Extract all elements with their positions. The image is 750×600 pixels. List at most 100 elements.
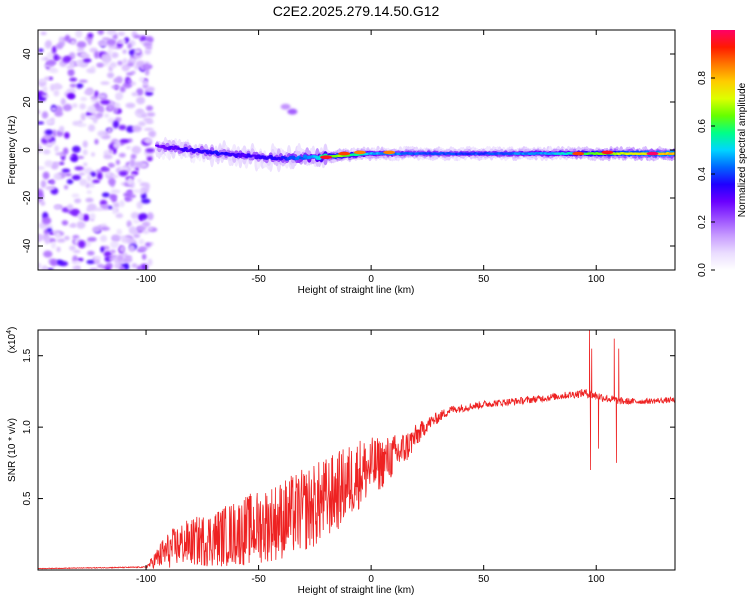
noise-speckle: [143, 127, 154, 131]
noise-speckle: [127, 42, 132, 50]
noise-speckle: [88, 182, 95, 188]
ridge-hotspot: [572, 151, 585, 156]
colorbar-label: Normalized spectral amplitude: [737, 82, 748, 217]
noise-speckle: [72, 145, 81, 153]
noise-speckle: [46, 60, 57, 65]
noise-speckle: [111, 52, 119, 59]
noise-speckle: [111, 174, 119, 178]
noise-speckle: [127, 177, 134, 186]
noise-speckle: [115, 159, 120, 165]
noise-speckle: [53, 89, 60, 97]
ridge-hotspot: [320, 155, 333, 159]
noise-speckle: [53, 204, 62, 210]
ridge-hotspot: [338, 151, 351, 156]
noise-speckle: [122, 257, 133, 263]
y-tick-label: 1.5: [22, 348, 33, 362]
snr-x-ticks: -100 -50 0 50 100: [136, 330, 605, 585]
noise-speckle: [50, 179, 56, 185]
y-tick-label: 0: [22, 147, 33, 153]
noise-speckle: [108, 257, 116, 261]
ridge-segment: [671, 152, 675, 155]
snr-background: [38, 330, 675, 570]
noise-speckle: [94, 138, 99, 145]
noise-speckle: [136, 108, 144, 114]
noise-speckle: [147, 227, 154, 231]
snr-multiplier-close: ): [7, 327, 18, 330]
noise-speckle: [145, 91, 154, 96]
noise-speckle: [112, 106, 119, 114]
noise-speckle: [119, 138, 130, 144]
ridge-segment: [183, 146, 188, 151]
noise-speckle: [80, 112, 86, 121]
noise-speckle: [131, 263, 138, 268]
noise-speckle: [68, 210, 78, 215]
x-tick-label: 100: [588, 274, 605, 285]
isolated-blob: [280, 103, 291, 110]
noise-speckle: [145, 119, 154, 125]
noise-speckle: [77, 240, 86, 249]
noise-speckle: [45, 129, 53, 135]
noise-speckle: [118, 245, 126, 253]
noise-speckle: [97, 40, 105, 46]
noise-speckle: [87, 236, 97, 242]
snr-y-label: SNR (10 * v/v): [7, 418, 18, 482]
noise-speckle: [119, 266, 126, 270]
noise-speckle: [73, 249, 81, 254]
noise-speckle: [42, 85, 48, 93]
noise-speckle: [69, 245, 76, 251]
noise-speckle: [75, 30, 83, 38]
y-tick-label: 0.5: [22, 491, 33, 505]
noise-speckle: [61, 220, 69, 226]
noise-speckle: [83, 162, 88, 167]
noise-speckle: [55, 43, 63, 50]
snr-y-multiplier: (x104): [6, 327, 18, 354]
snr-multiplier-base: (x10: [7, 333, 18, 353]
ridge-hotspot: [383, 150, 396, 155]
noise-speckle: [122, 49, 127, 54]
noise-speckle: [56, 238, 66, 243]
x-tick-label: 0: [368, 274, 374, 285]
noise-speckle: [82, 214, 90, 222]
noise-speckle: [122, 58, 128, 64]
noise-speckle: [74, 198, 82, 204]
colorbar-tick-label: 0.4: [697, 167, 708, 181]
noise-speckle: [86, 115, 96, 119]
noise-speckle: [112, 120, 120, 129]
noise-speckle: [142, 230, 150, 234]
noise-speckle: [144, 68, 150, 76]
noise-speckle: [97, 130, 107, 137]
noise-speckle: [140, 192, 147, 200]
noise-speckle: [44, 237, 50, 245]
noise-speckle: [139, 35, 148, 43]
noise-speckle: [86, 174, 92, 183]
noise-speckle: [147, 258, 153, 267]
noise-speckle: [100, 81, 110, 85]
noise-speckle: [46, 67, 57, 72]
x-tick-label: -50: [251, 574, 266, 585]
noise-speckle: [143, 41, 153, 48]
noise-speckle: [56, 246, 61, 253]
noise-speckle: [100, 204, 110, 210]
noise-speckle: [89, 213, 96, 220]
noise-speckle: [115, 92, 124, 100]
noise-speckle: [45, 185, 56, 191]
noise-speckle: [79, 103, 86, 110]
noise-speckle: [45, 39, 52, 48]
noise-speckle: [66, 179, 74, 185]
noise-speckle: [103, 154, 113, 160]
snr-frame: [37, 329, 676, 571]
noise-speckle: [109, 62, 117, 68]
noise-speckle: [78, 172, 86, 176]
ridge-segment: [300, 157, 306, 160]
noise-speckle: [145, 148, 156, 153]
noise-speckle: [38, 166, 46, 170]
noise-speckle: [98, 94, 107, 99]
noise-speckle: [93, 50, 100, 59]
noise-speckle: [61, 168, 71, 173]
spectrogram-heatmap: [38, 30, 675, 270]
noise-speckle: [130, 211, 140, 220]
noise-speckle: [84, 239, 92, 248]
noise-speckle: [144, 49, 152, 55]
noise-speckle: [72, 234, 80, 240]
